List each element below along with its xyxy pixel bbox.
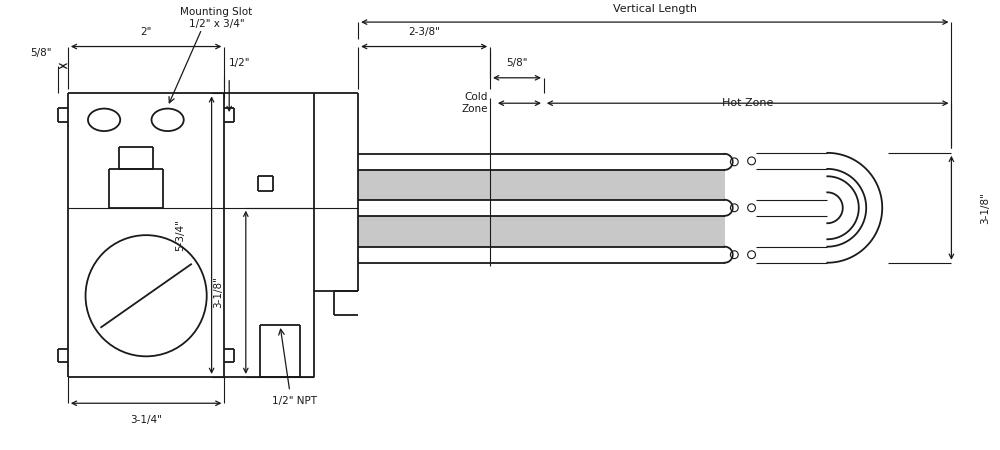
Text: Hot Zone: Hot Zone — [722, 98, 773, 108]
Text: 5-3/4": 5-3/4" — [175, 219, 185, 251]
Text: 3-1/4": 3-1/4" — [130, 415, 162, 425]
Text: Cold
Zone: Cold Zone — [462, 92, 488, 114]
Text: 3-1/8": 3-1/8" — [213, 276, 223, 308]
Bar — [358, 170, 725, 200]
Text: 3-1/8": 3-1/8" — [981, 192, 991, 224]
Text: Mounting Slot
1/2" x 3/4": Mounting Slot 1/2" x 3/4" — [180, 7, 253, 29]
Text: 2": 2" — [140, 27, 152, 37]
Text: 1/2": 1/2" — [229, 58, 251, 68]
Text: Vertical Length: Vertical Length — [613, 4, 697, 14]
Text: 2-3/8": 2-3/8" — [408, 27, 440, 37]
Text: 1/2" NPT: 1/2" NPT — [272, 396, 317, 406]
Text: 5/8": 5/8" — [506, 58, 528, 68]
Text: 5/8": 5/8" — [30, 48, 51, 58]
Bar — [358, 216, 725, 247]
